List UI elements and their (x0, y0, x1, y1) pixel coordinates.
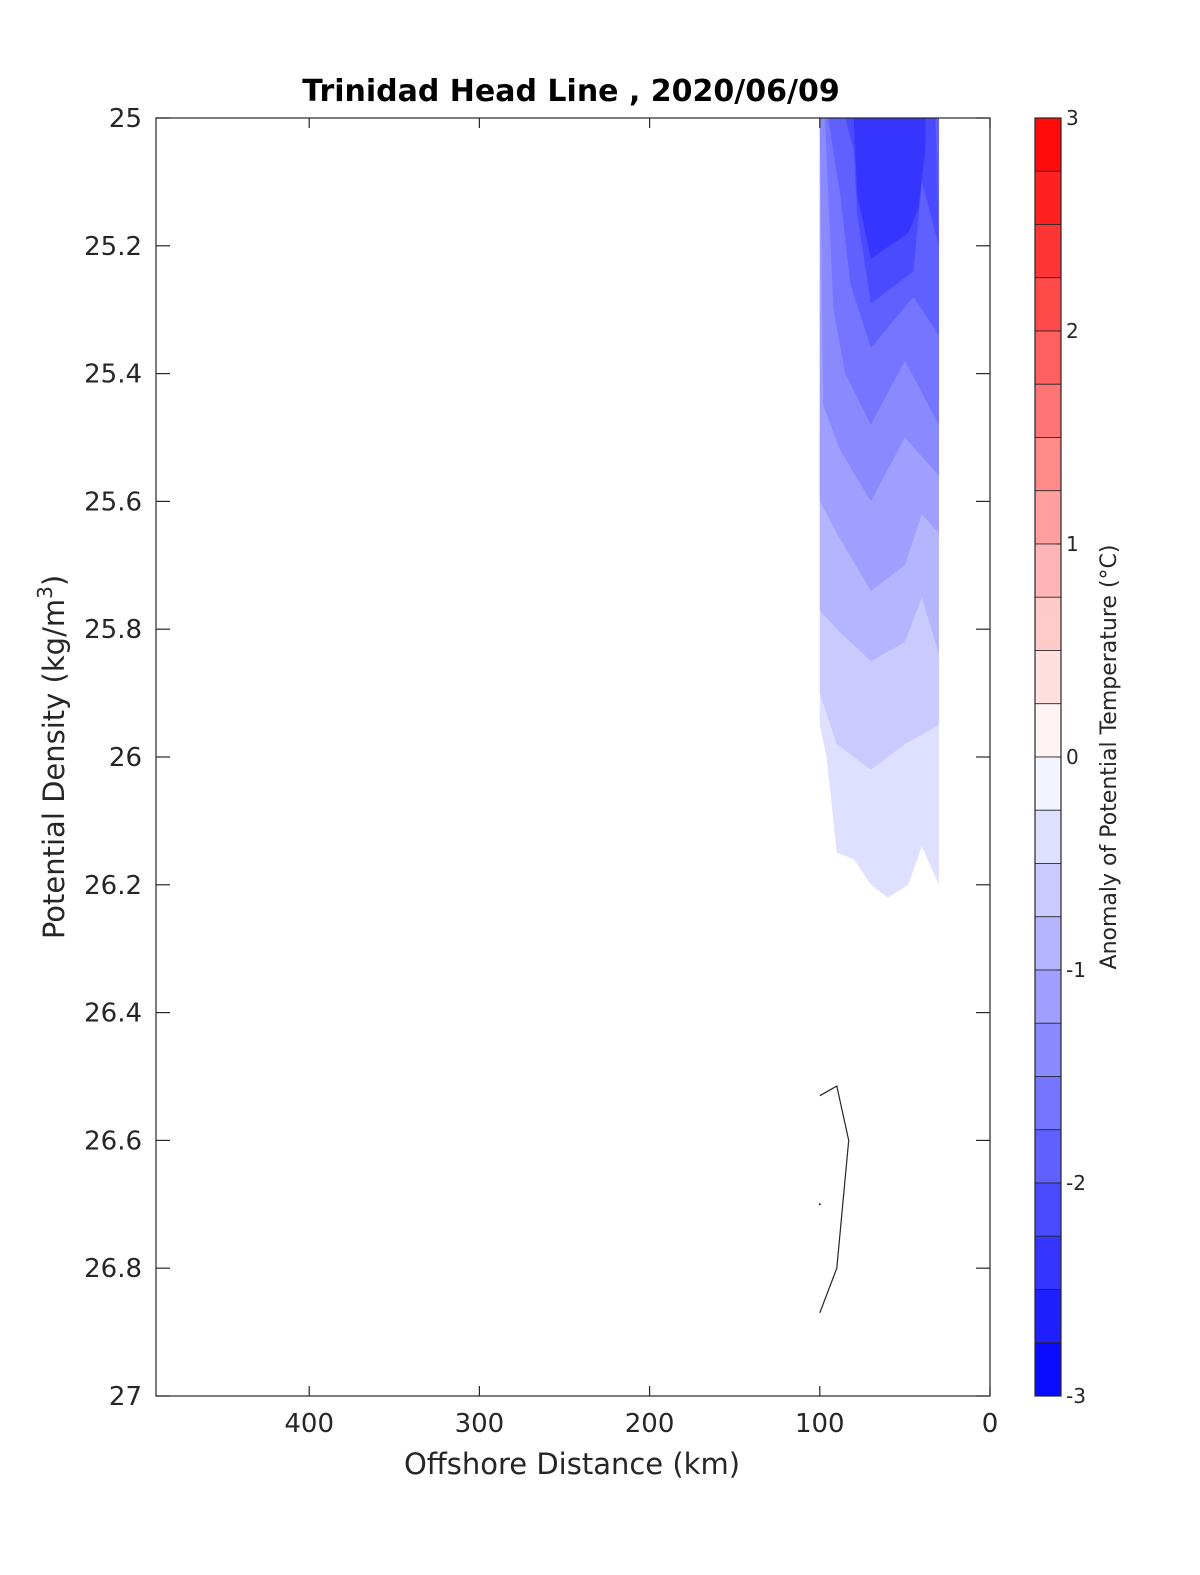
colorbar-cell (1034, 756, 1062, 811)
colorbar-cell (1034, 170, 1062, 225)
colorbar-cell (1034, 969, 1062, 1024)
colorbar-cell (1034, 277, 1062, 332)
colorbar-tick-label: -2 (1066, 1171, 1086, 1195)
y-tick-label: 26.2 (84, 871, 142, 901)
colorbar: 3 2 1 0 -1 -2 -3 Anomaly of Potential Temperat… (1034, 106, 1122, 1408)
colorbar-cell (1034, 809, 1062, 864)
colorbar-tick-label: -3 (1066, 1384, 1086, 1408)
colorbar-tick-label: 1 (1066, 532, 1079, 556)
y-tick-label: 26 (109, 743, 142, 773)
contour-band-8 (853, 118, 926, 259)
colorbar-cell (1034, 437, 1062, 492)
y-tick-label: 26.6 (84, 1126, 142, 1156)
colorbar-label: Anomaly of Potential Temperature (°C) (1097, 545, 1122, 970)
y-tick-label: 25 (109, 104, 142, 134)
colorbar-tick-label: 3 (1066, 106, 1079, 130)
y-axis-label-sup: 3 (33, 586, 57, 599)
y-tick-label: 27 (109, 1382, 142, 1412)
y-tick-label: 25.2 (84, 232, 142, 262)
colorbar-cell (1034, 117, 1062, 172)
colorbar-cell (1034, 863, 1062, 918)
x-tick-label: 200 (625, 1409, 675, 1439)
x-axis-label: Offshore Distance (km) (404, 1447, 740, 1481)
y-tick-label: 26.4 (84, 999, 142, 1029)
colorbar-cell (1034, 543, 1062, 598)
plot-area: 400 300 200 100 0 25 25.2 25.4 25.6 25.8 26 26.2 26… (84, 104, 998, 1439)
colorbar-cells (1034, 117, 1062, 1397)
y-axis: 25 25.2 25.4 25.6 25.8 26 26.2 26.4 26.6 26.8 27 (84, 104, 990, 1412)
colorbar-cell (1034, 224, 1062, 279)
colorbar-tick-label: 0 (1066, 745, 1079, 769)
colorbar-cell (1034, 596, 1062, 651)
y-tick-label: 26.8 (84, 1254, 142, 1284)
colorbar-tick-label: 2 (1066, 319, 1079, 343)
x-tick-label: 0 (982, 1409, 999, 1439)
colorbar-cell (1034, 1022, 1062, 1077)
y-tick-label: 25.6 (84, 487, 142, 517)
colorbar-tick-label: -1 (1066, 958, 1086, 982)
colorbar-cell (1034, 1235, 1062, 1290)
colorbar-cell (1034, 916, 1062, 971)
x-tick-label: 400 (284, 1409, 334, 1439)
y-axis-label-main: Potential Density (kg/m (37, 599, 71, 939)
y-tick-label: 25.8 (84, 615, 142, 645)
chart-title: Trinidad Head Line , 2020/06/09 (302, 74, 839, 109)
y-axis-label: Potential Density (kg/m3) (33, 575, 71, 939)
colorbar-cell (1034, 383, 1062, 438)
colorbar-cell (1034, 490, 1062, 545)
x-tick-label: 300 (455, 1409, 505, 1439)
colorbar-cell (1034, 650, 1062, 705)
x-tick-label: 100 (795, 1409, 845, 1439)
colorbar-cell (1034, 1076, 1062, 1131)
colorbar-ticks: 3 2 1 0 -1 -2 -3 (1056, 106, 1086, 1408)
colorbar-cell (1034, 1289, 1062, 1344)
contour-line-zero (819, 1085, 850, 1314)
colorbar-cell (1034, 1182, 1062, 1237)
contour-fills (819, 118, 939, 898)
x-axis: 400 300 200 100 0 (284, 118, 998, 1439)
contour-dot (818, 1203, 821, 1206)
colorbar-cell (1034, 703, 1062, 758)
colorbar-cell (1034, 1129, 1062, 1184)
contour-lines (818, 1085, 850, 1314)
y-axis-label-end: ) (37, 575, 71, 586)
y-tick-label: 25.4 (84, 360, 142, 390)
colorbar-cell (1034, 330, 1062, 385)
colorbar-cell (1034, 1342, 1062, 1397)
